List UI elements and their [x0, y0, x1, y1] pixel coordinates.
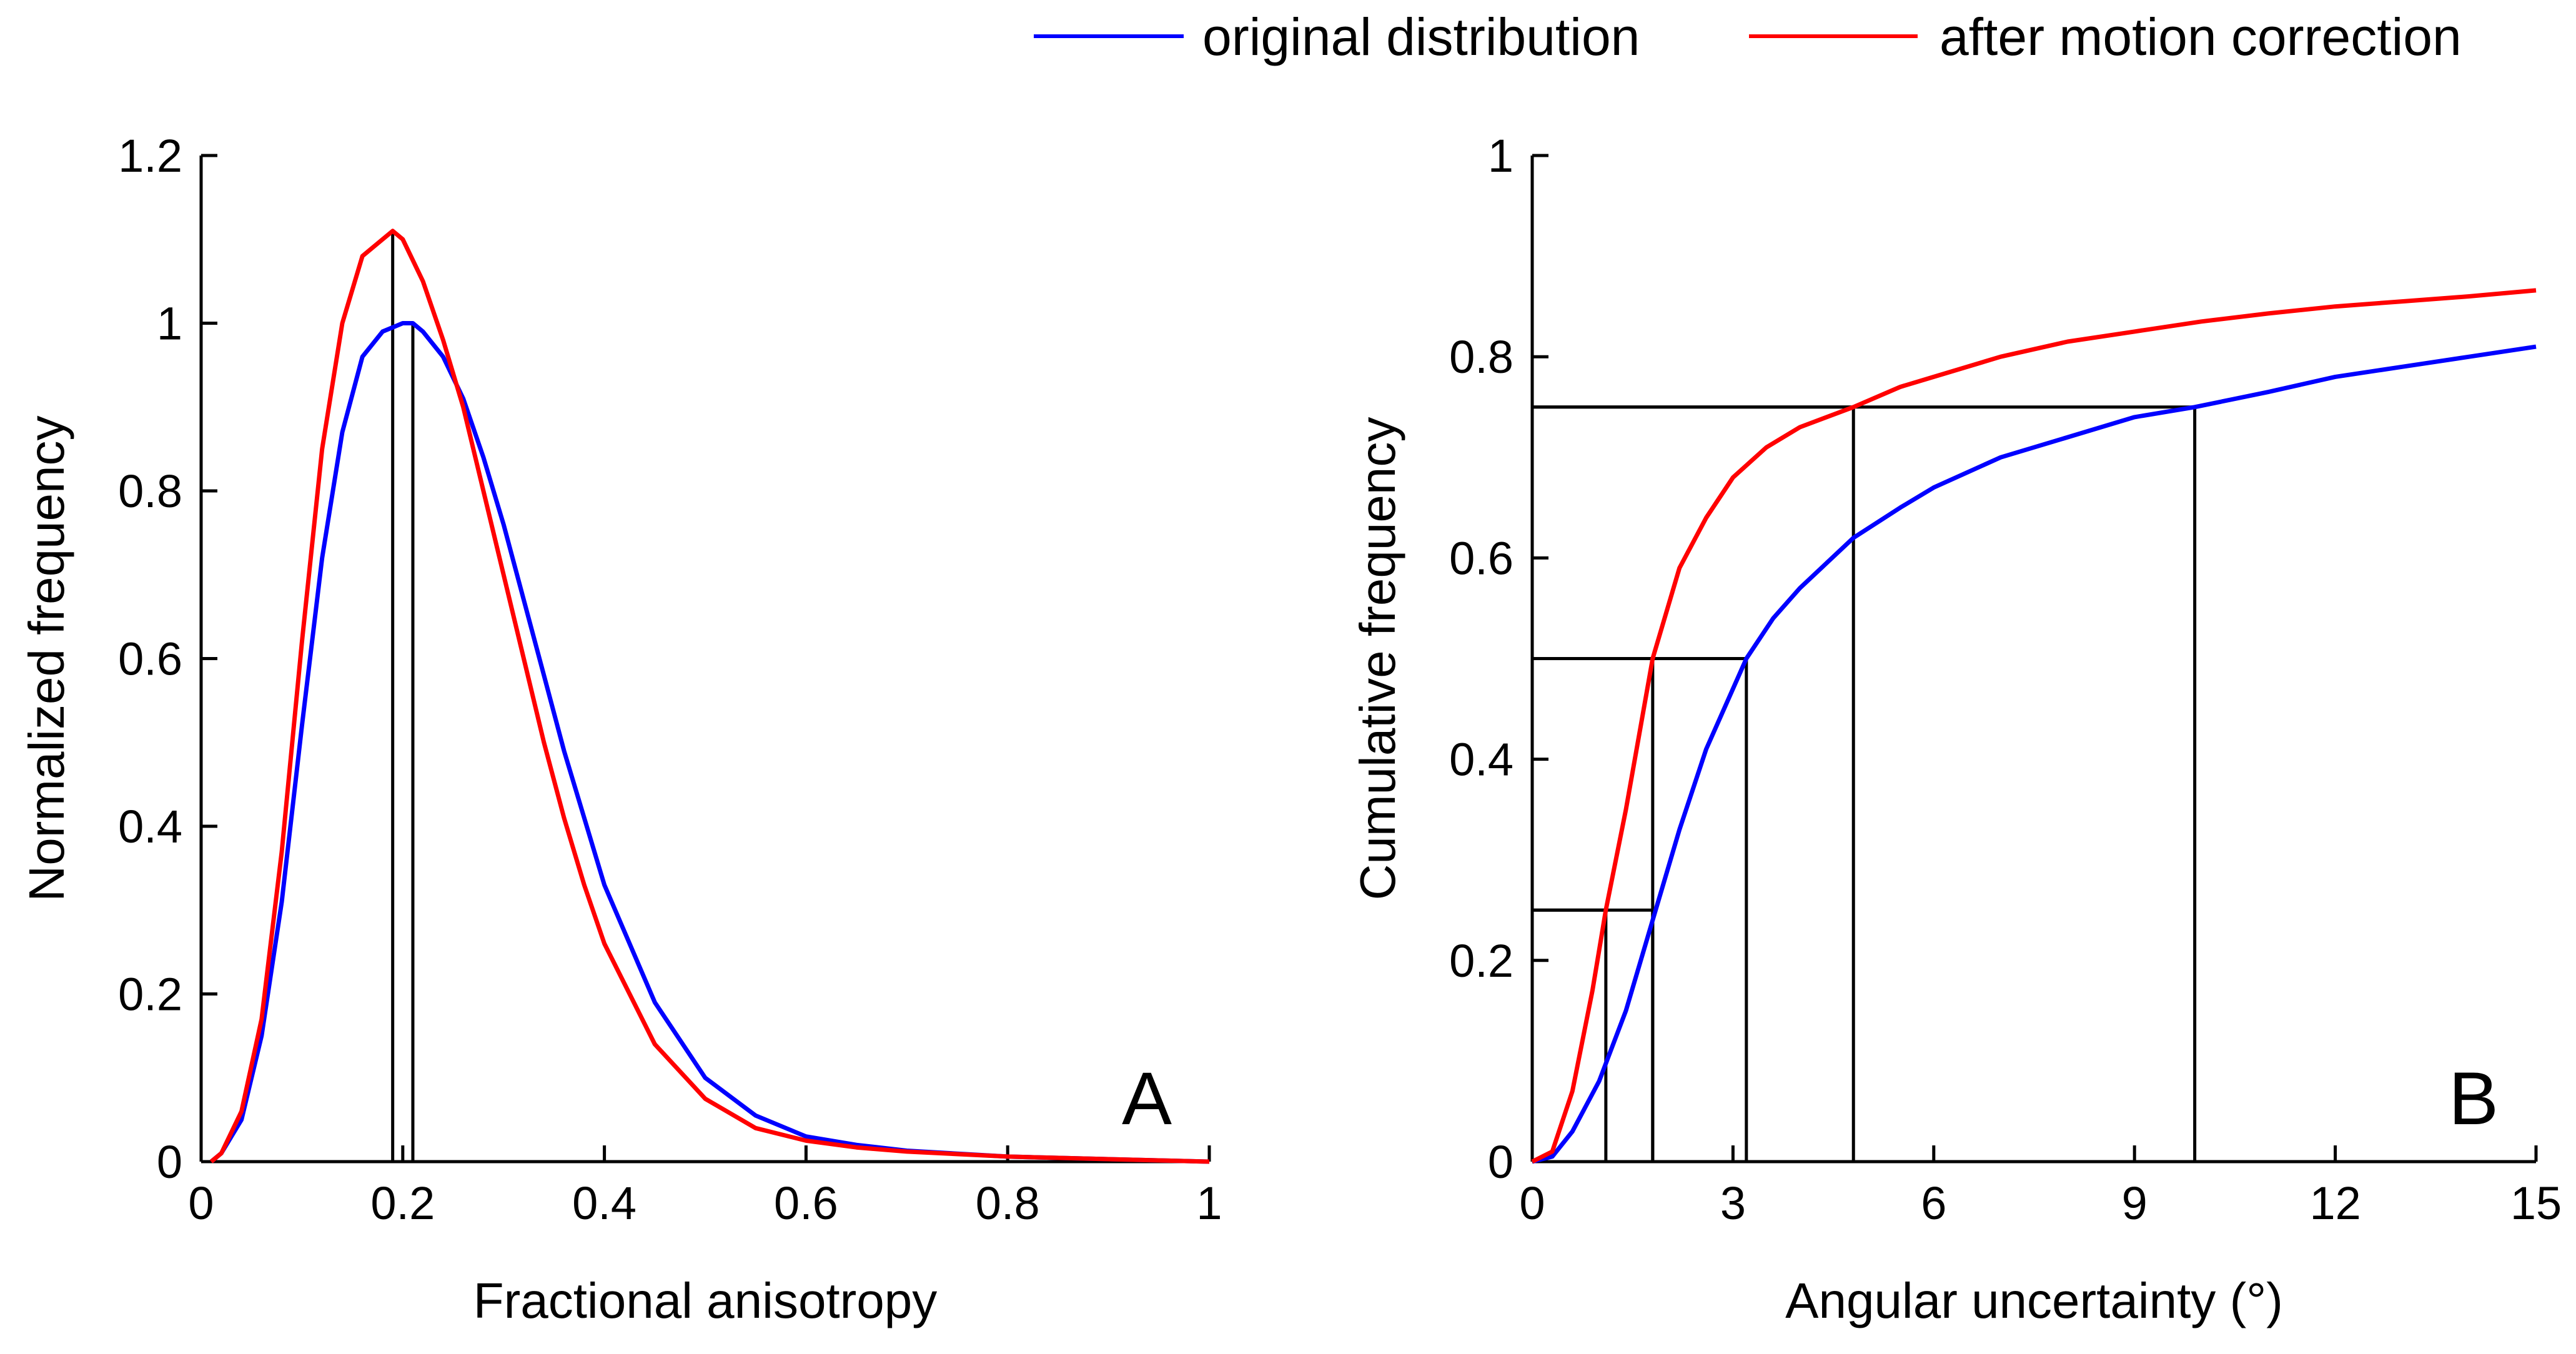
panel-b-letter: B: [2449, 1057, 2499, 1140]
panel-b-y-tick-label: 0.6: [1449, 532, 1513, 584]
panel-a-letter: A: [1122, 1057, 1172, 1140]
panel-b-y-tick-label: 0: [1488, 1136, 1513, 1188]
panel-b-chart: 0 3 6 9 12 15 0 0.2 0.4 0.6 0.8 1 Angular uncertaint…: [1350, 130, 2562, 1328]
panel-b-x-tick-label: 6: [1921, 1177, 1946, 1229]
panel-a-x-tick-label: 1: [1196, 1177, 1222, 1229]
panel-a-y-axis-label: Normalized frequency: [19, 415, 74, 901]
legend: original distribution after motion corre…: [1034, 7, 2462, 66]
panel-b-y-tick-label: 1: [1488, 130, 1513, 182]
panel-b-y-tick-label: 0.4: [1449, 734, 1513, 786]
panel-b-x-tick-label: 9: [2122, 1177, 2147, 1229]
panel-b-y-axis-label: Cumulative frequency: [1350, 417, 1405, 901]
panel-a-y-tick-label: 0: [157, 1136, 182, 1188]
panel-b-x-tick-label: 15: [2510, 1177, 2562, 1229]
panel-a-chart: 0 0.2 0.4 0.6 0.8 1 0 0.2 0.4 0.6 0.8 1 1.2 Fractiona…: [19, 130, 1222, 1328]
panel-a-x-tick-label: 0.6: [774, 1177, 838, 1229]
panel-b-series-line-original: [1532, 344, 2537, 1164]
panel-a-x-tick-label: 0.8: [976, 1177, 1040, 1229]
panel-b-y-tick-label: 0.8: [1449, 331, 1513, 383]
panel-a-series-line-original: [209, 321, 1210, 1164]
panel-a-y-tick-label: 1.2: [118, 130, 182, 182]
panel-b-x-tick-label: 12: [2309, 1177, 2361, 1229]
panel-a-series-line-corrected: [209, 229, 1210, 1164]
legend-label-corrected: after motion correction: [1939, 7, 2462, 66]
panel-b-y-tick-label: 0.2: [1449, 935, 1513, 987]
panel-b-x-axis-label: Angular uncertainty (°): [1785, 1273, 2283, 1328]
panel-a-x-tick-label: 0.2: [370, 1177, 435, 1229]
panel-b-series-line-corrected: [1531, 288, 2537, 1164]
panel-a-x-axis-label: Fractional anisotropy: [473, 1273, 938, 1328]
panel-b-x-tick-label: 3: [1720, 1177, 1746, 1229]
panel-a-x-tick-label: 0: [188, 1177, 214, 1229]
panel-a-y-tick-label: 0.6: [118, 633, 182, 685]
panel-a-y-tick-label: 0.8: [118, 465, 182, 517]
legend-label-original: original distribution: [1202, 7, 1640, 66]
panel-a-x-tick-label: 0.4: [572, 1177, 637, 1229]
panel-b-x-tick-label: 0: [1519, 1177, 1545, 1229]
panel-a-y-tick-label: 0.4: [118, 801, 182, 852]
panel-a-y-tick-label: 0.2: [118, 969, 182, 1020]
panel-a-y-tick-label: 1: [157, 298, 182, 350]
